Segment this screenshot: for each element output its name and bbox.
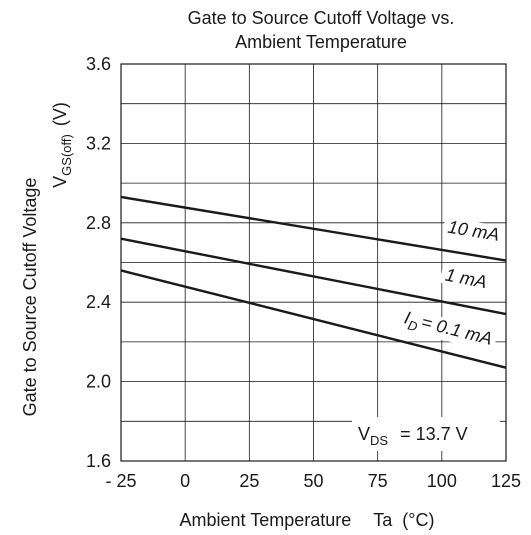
y-tick-label: 2.4 <box>86 292 111 312</box>
series-label-id-symbol: I <box>402 307 412 328</box>
chart-title-line-2: Ambient Temperature <box>235 32 407 52</box>
y-tick-label: 3.6 <box>86 54 111 74</box>
x-tick-label: - 25 <box>105 471 136 491</box>
series-line-2 <box>120 269 507 369</box>
series-label-1ma-text: 1 mA <box>444 265 489 293</box>
series-label-bg-0 <box>442 217 505 245</box>
condition-symbol: V <box>358 424 370 444</box>
y-axis-unit: (V) <box>50 102 70 126</box>
series-label-id-subscript: D <box>406 317 419 334</box>
series-label-10ma-text: 10 mA <box>446 217 501 245</box>
x-axis-unit: (°C) <box>402 510 434 530</box>
x-tick-label: 75 <box>368 471 388 491</box>
chart-title-line-1: Gate to Source Cutoff Voltage vs. <box>188 8 455 28</box>
y-axis-symbol-sub: GS(off) <box>59 134 74 176</box>
y-axis-label: Gate to Source Cutoff Voltage <box>20 178 40 417</box>
y-tick-labels: 1.6 2.0 2.4 2.8 3.2 3.6 <box>86 54 111 471</box>
y-tick-label: 3.2 <box>86 133 111 153</box>
plot-frame <box>120 63 507 462</box>
x-tick-label: 125 <box>491 471 521 491</box>
condition-value: = 13.7 V <box>400 424 468 444</box>
y-axis-symbol: VGS(off) (V) <box>50 102 74 188</box>
y-tick-label: 2.0 <box>86 372 111 392</box>
condition-bg <box>352 417 500 451</box>
x-tick-label: 0 <box>180 471 190 491</box>
series-label-10ma: 10 mA <box>446 217 501 245</box>
x-tick-label: 100 <box>427 471 457 491</box>
grid-lines <box>121 64 506 461</box>
series-label-bg-1 <box>439 264 493 293</box>
series-label-bg-2 <box>397 307 499 353</box>
x-axis-label-main: Ambient Temperature <box>180 510 352 530</box>
series-labels: 10 mA 1 mA ID= 0.1 mA <box>397 217 505 353</box>
condition-vds: VDS = 13.7 V <box>358 424 468 448</box>
series-line-1 <box>120 237 507 316</box>
x-axis-symbol: Ta <box>373 510 393 530</box>
x-tick-label: 50 <box>303 471 323 491</box>
y-axis-symbol-main: V <box>50 176 70 188</box>
x-tick-label: 25 <box>239 471 259 491</box>
series-label-1ma: 1 mA <box>444 265 489 293</box>
x-axis-label: Ambient Temperature Ta (°C) <box>180 510 435 530</box>
condition-subscript: DS <box>370 433 388 448</box>
series-lines <box>120 195 507 369</box>
y-tick-label: 1.6 <box>86 451 111 471</box>
series-line-0 <box>120 195 507 262</box>
y-tick-label: 2.8 <box>86 213 111 233</box>
x-tick-labels: - 25 0 25 50 75 100 125 <box>105 471 521 491</box>
